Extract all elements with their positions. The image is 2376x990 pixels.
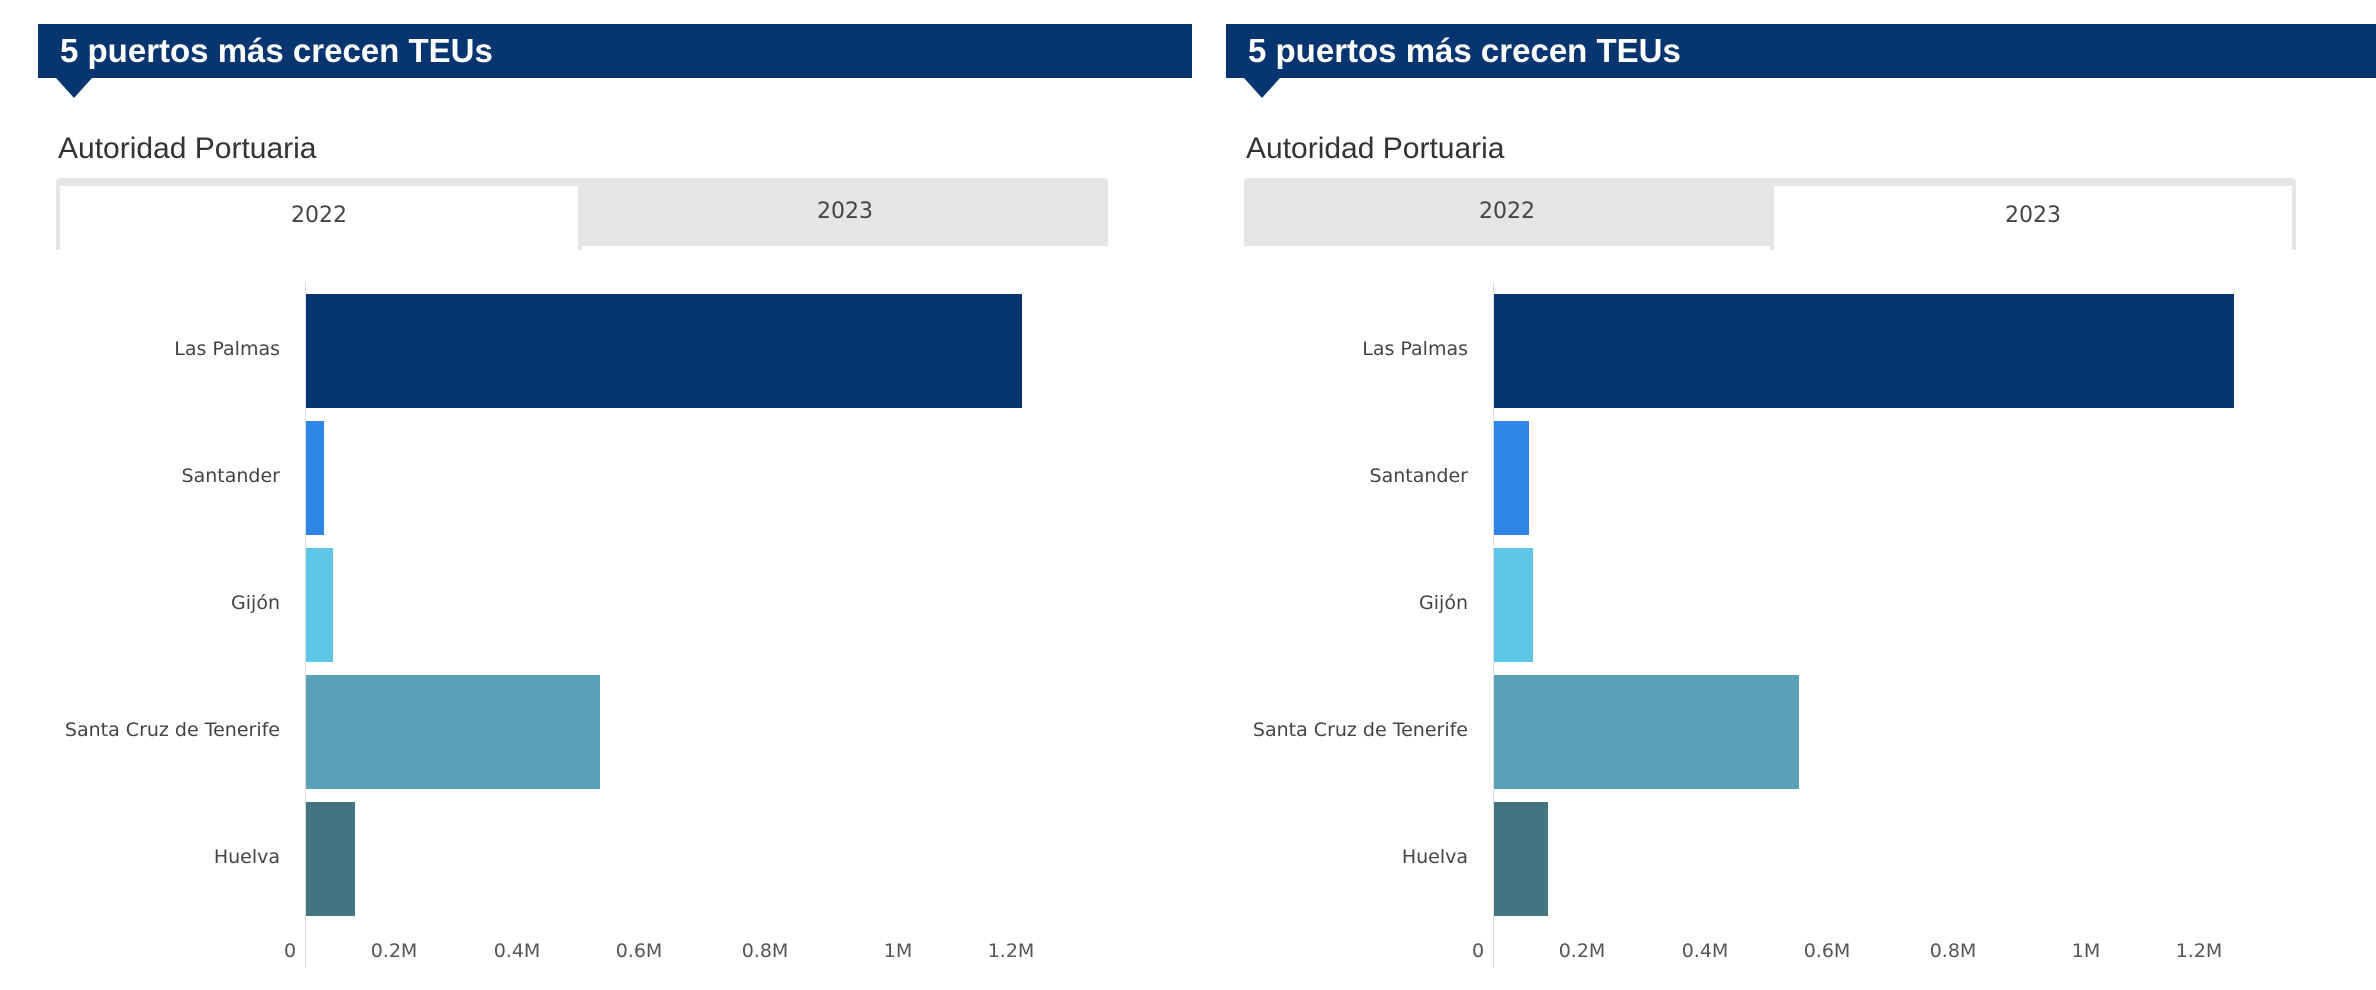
tab-2023[interactable]: 2023: [1770, 182, 2296, 250]
bar-gijón[interactable]: [1494, 548, 1534, 662]
x-tick-label: 0.8M: [1929, 940, 1977, 962]
chart-panel-1: 5 puertos más crecen TEUs Autoridad Port…: [1188, 0, 2376, 990]
title-pointer: [56, 78, 92, 98]
x-tick-label: 1.2M: [987, 940, 1035, 962]
x-tick-label: 1M: [2071, 940, 2101, 962]
year-tabs: 2022 2023: [1244, 178, 2296, 250]
y-axis-line: [305, 282, 306, 968]
category-label: Santa Cruz de Tenerife: [1252, 719, 1468, 741]
x-tick-label: 0.2M: [370, 940, 418, 962]
bar-santander[interactable]: [1494, 421, 1530, 535]
x-tick-label: 1M: [883, 940, 913, 962]
category-label: Santander: [1369, 465, 1468, 487]
tab-2022[interactable]: 2022: [1479, 199, 1535, 224]
bar-huelva[interactable]: [1494, 802, 1548, 916]
bar-santa-cruz-de-tenerife[interactable]: [306, 675, 600, 789]
panel-title: 5 puertos más crecen TEUs: [38, 24, 1192, 78]
category-label: Gijón: [231, 592, 280, 614]
tab-2022[interactable]: 2022: [56, 182, 582, 250]
bar-las-palmas[interactable]: [306, 294, 1023, 408]
x-tick-label: 0.6M: [615, 940, 663, 962]
chart-subtitle: Autoridad Portuaria: [58, 132, 317, 165]
category-label: Gijón: [1419, 592, 1468, 614]
y-axis-line: [1493, 282, 1494, 968]
x-tick-label: 0.2M: [1558, 940, 1606, 962]
bar-santa-cruz-de-tenerife[interactable]: [1494, 675, 1800, 789]
x-tick-label: 0: [283, 940, 297, 962]
x-tick-label: 0.4M: [493, 940, 541, 962]
x-tick-label: 0.4M: [1681, 940, 1729, 962]
category-label: Huelva: [213, 846, 280, 868]
bar-santander[interactable]: [306, 421, 324, 535]
category-label: Santa Cruz de Tenerife: [64, 719, 280, 741]
chart-subtitle: Autoridad Portuaria: [1246, 132, 1505, 165]
category-label: Las Palmas: [1362, 338, 1468, 360]
panel-title: 5 puertos más crecen TEUs: [1226, 24, 2376, 78]
title-pointer: [1244, 78, 1280, 98]
year-tabs: 2022 2023: [56, 178, 1108, 250]
bar-las-palmas[interactable]: [1494, 294, 2234, 408]
category-label: Las Palmas: [174, 338, 280, 360]
x-tick-label: 0: [1471, 940, 1485, 962]
chart-panel-0: 5 puertos más crecen TEUs Autoridad Port…: [38, 24, 1192, 968]
bar-gijón[interactable]: [306, 548, 333, 662]
category-label: Santander: [181, 465, 280, 487]
x-tick-label: 0.8M: [741, 940, 789, 962]
tab-2023[interactable]: 2023: [817, 199, 873, 224]
bar-huelva[interactable]: [306, 802, 355, 916]
x-tick-label: 0.6M: [1803, 940, 1851, 962]
category-label: Huelva: [1401, 846, 1468, 868]
x-tick-label: 1.2M: [2175, 940, 2223, 962]
